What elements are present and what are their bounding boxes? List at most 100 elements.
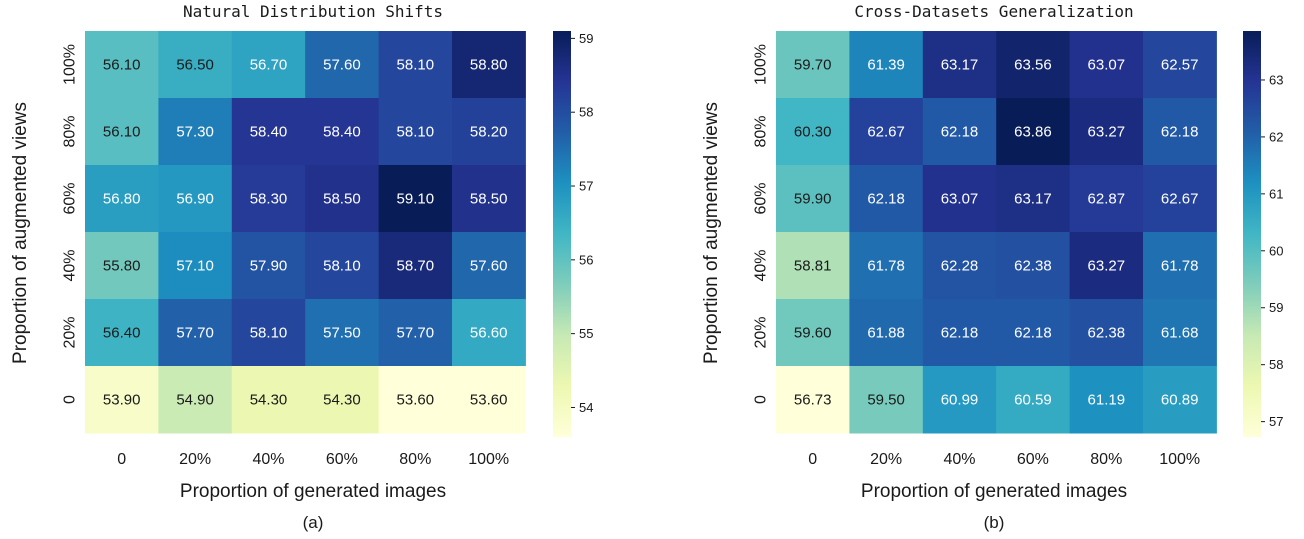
cell-value-label: 57.70 xyxy=(176,325,214,342)
cell-value-label: 56.60 xyxy=(470,325,508,342)
x-tick-label: 80% xyxy=(1090,451,1122,468)
heatmap-cells: 59.70 61.39 63.17 63.56 63.07 62.5760.30 62.67… xyxy=(776,31,1217,434)
cell-value-label: 61.68 xyxy=(1161,325,1199,342)
cell-value-label: 63.07 xyxy=(1088,57,1126,74)
cell-value-label: 58.50 xyxy=(323,191,361,208)
cell-value-label: 56.10 xyxy=(103,124,141,141)
cell-value-label: 56.90 xyxy=(176,191,214,208)
colorbar-tick-label: 60 xyxy=(1269,243,1283,258)
cell-value-label: 59.10 xyxy=(397,191,435,208)
x-tick-label: 100% xyxy=(1159,451,1200,468)
cell-value-label: 58.20 xyxy=(470,124,508,141)
cell-value-label: 60.30 xyxy=(794,124,832,141)
chart-title: Natural Distribution Shifts xyxy=(183,2,443,21)
y-axis-label: Proportion of augmented views xyxy=(701,102,722,364)
cell-value-label: 56.50 xyxy=(176,57,214,74)
y-tick-label: 60% xyxy=(753,182,770,214)
x-tick-label: 0 xyxy=(808,451,817,468)
cell-value-label: 59.60 xyxy=(794,325,832,342)
cell-value-label: 57.30 xyxy=(176,124,214,141)
x-tick-labels: 0 20% 40% 60% 80% 100% xyxy=(808,451,1200,468)
cell-value-label: 62.18 xyxy=(1014,325,1052,342)
cell-value-label: 62.28 xyxy=(941,258,979,275)
cell-value-label: 62.18 xyxy=(867,191,905,208)
cell-value-label: 62.67 xyxy=(867,124,905,141)
cell-value-label: 58.10 xyxy=(397,57,435,74)
y-tick-label: 60% xyxy=(62,182,79,214)
cell-value-label: 60.99 xyxy=(941,392,979,409)
heatmap-cells: 56.10 56.50 56.70 57.60 58.10 58.80 56.10 57.30… xyxy=(85,31,526,434)
y-tick-label: 40% xyxy=(753,249,770,281)
cell-value-label: 61.78 xyxy=(1161,258,1199,275)
cell-value-label: 56.10 xyxy=(103,57,141,74)
cell-value-label: 63.17 xyxy=(1014,191,1052,208)
panel-label: (a) xyxy=(303,513,324,532)
cell-value-label: 54.90 xyxy=(176,392,214,409)
cell-value-label: 57.60 xyxy=(470,258,508,275)
colorbar-tick-label: 59 xyxy=(1269,300,1283,315)
heatmap-panel-b: Cross-Datasets Generalization 59.70 61.39… xyxy=(701,2,1283,532)
cell-value-label: 56.70 xyxy=(250,57,288,74)
x-tick-labels: 0 20% 40% 60% 80% 100% xyxy=(117,451,509,468)
cell-value-label: 60.59 xyxy=(1014,392,1052,409)
cell-value-label: 58.10 xyxy=(397,124,435,141)
colorbar-gradient xyxy=(553,31,571,437)
cell-value-label: 53.60 xyxy=(470,392,508,409)
y-tick-label: 40% xyxy=(62,249,79,281)
cell-value-label: 57.60 xyxy=(323,57,361,74)
cell-value-label: 61.78 xyxy=(867,258,905,275)
panel-label: (b) xyxy=(984,513,1005,532)
cell-value-label: 58.81 xyxy=(794,258,832,275)
x-tick-label: 80% xyxy=(399,451,431,468)
cell-value-label: 62.18 xyxy=(941,325,979,342)
colorbar: 545556575859 xyxy=(553,31,593,437)
y-tick-label: 100% xyxy=(62,44,79,85)
colorbar-gradient xyxy=(1243,31,1261,437)
cell-value-label: 53.90 xyxy=(103,392,141,409)
cell-value-label: 58.80 xyxy=(470,57,508,74)
y-axis-label: Proportion of augmented views xyxy=(10,102,31,364)
x-tick-label: 20% xyxy=(870,451,902,468)
y-tick-label: 80% xyxy=(753,115,770,147)
x-tick-label: 100% xyxy=(468,451,509,468)
y-tick-label: 0 xyxy=(62,395,79,404)
x-tick-label: 60% xyxy=(326,451,358,468)
y-tick-label: 20% xyxy=(753,316,770,348)
cell-value-label: 58.10 xyxy=(250,325,288,342)
heatmap-panel-a: Natural Distribution Shifts 56.10 56.50 56… xyxy=(10,2,593,532)
cell-value-label: 63.07 xyxy=(941,191,979,208)
colorbar-tick-label: 62 xyxy=(1269,129,1283,144)
cell-value-label: 57.90 xyxy=(250,258,288,275)
cell-value-label: 62.18 xyxy=(941,124,979,141)
colorbar-tick-label: 59 xyxy=(579,31,593,46)
colorbar-tick-label: 56 xyxy=(579,252,593,267)
cell-value-label: 61.39 xyxy=(867,57,905,74)
cell-value-label: 62.38 xyxy=(1014,258,1052,275)
cell-value-label: 59.90 xyxy=(794,191,832,208)
x-tick-label: 20% xyxy=(179,451,211,468)
cell-value-label: 60.89 xyxy=(1161,392,1199,409)
cell-value-label: 53.60 xyxy=(397,392,435,409)
x-tick-label: 60% xyxy=(1017,451,1049,468)
cell-value-label: 62.38 xyxy=(1088,325,1126,342)
cell-value-label: 56.80 xyxy=(103,191,141,208)
cell-value-label: 58.50 xyxy=(470,191,508,208)
cell-value-label: 56.40 xyxy=(103,325,141,342)
colorbar-tick-label: 57 xyxy=(579,179,593,194)
cell-value-label: 62.57 xyxy=(1161,57,1199,74)
x-tick-label: 40% xyxy=(943,451,975,468)
x-axis-label: Proportion of generated images xyxy=(861,481,1127,502)
y-tick-label: 20% xyxy=(62,316,79,348)
chart-title: Cross-Datasets Generalization xyxy=(854,2,1133,21)
y-tick-labels: 100% 80% 60% 40% 20% 0 xyxy=(62,44,79,404)
colorbar-tick-label: 61 xyxy=(1269,186,1283,201)
cell-value-label: 58.40 xyxy=(323,124,361,141)
cell-value-label: 59.50 xyxy=(867,392,905,409)
cell-value-label: 63.17 xyxy=(941,57,979,74)
cell-value-label: 63.27 xyxy=(1088,258,1126,275)
x-tick-label: 40% xyxy=(252,451,284,468)
y-tick-label: 0 xyxy=(753,395,770,404)
cell-value-label: 58.10 xyxy=(323,258,361,275)
colorbar-tick-label: 58 xyxy=(1269,357,1283,372)
